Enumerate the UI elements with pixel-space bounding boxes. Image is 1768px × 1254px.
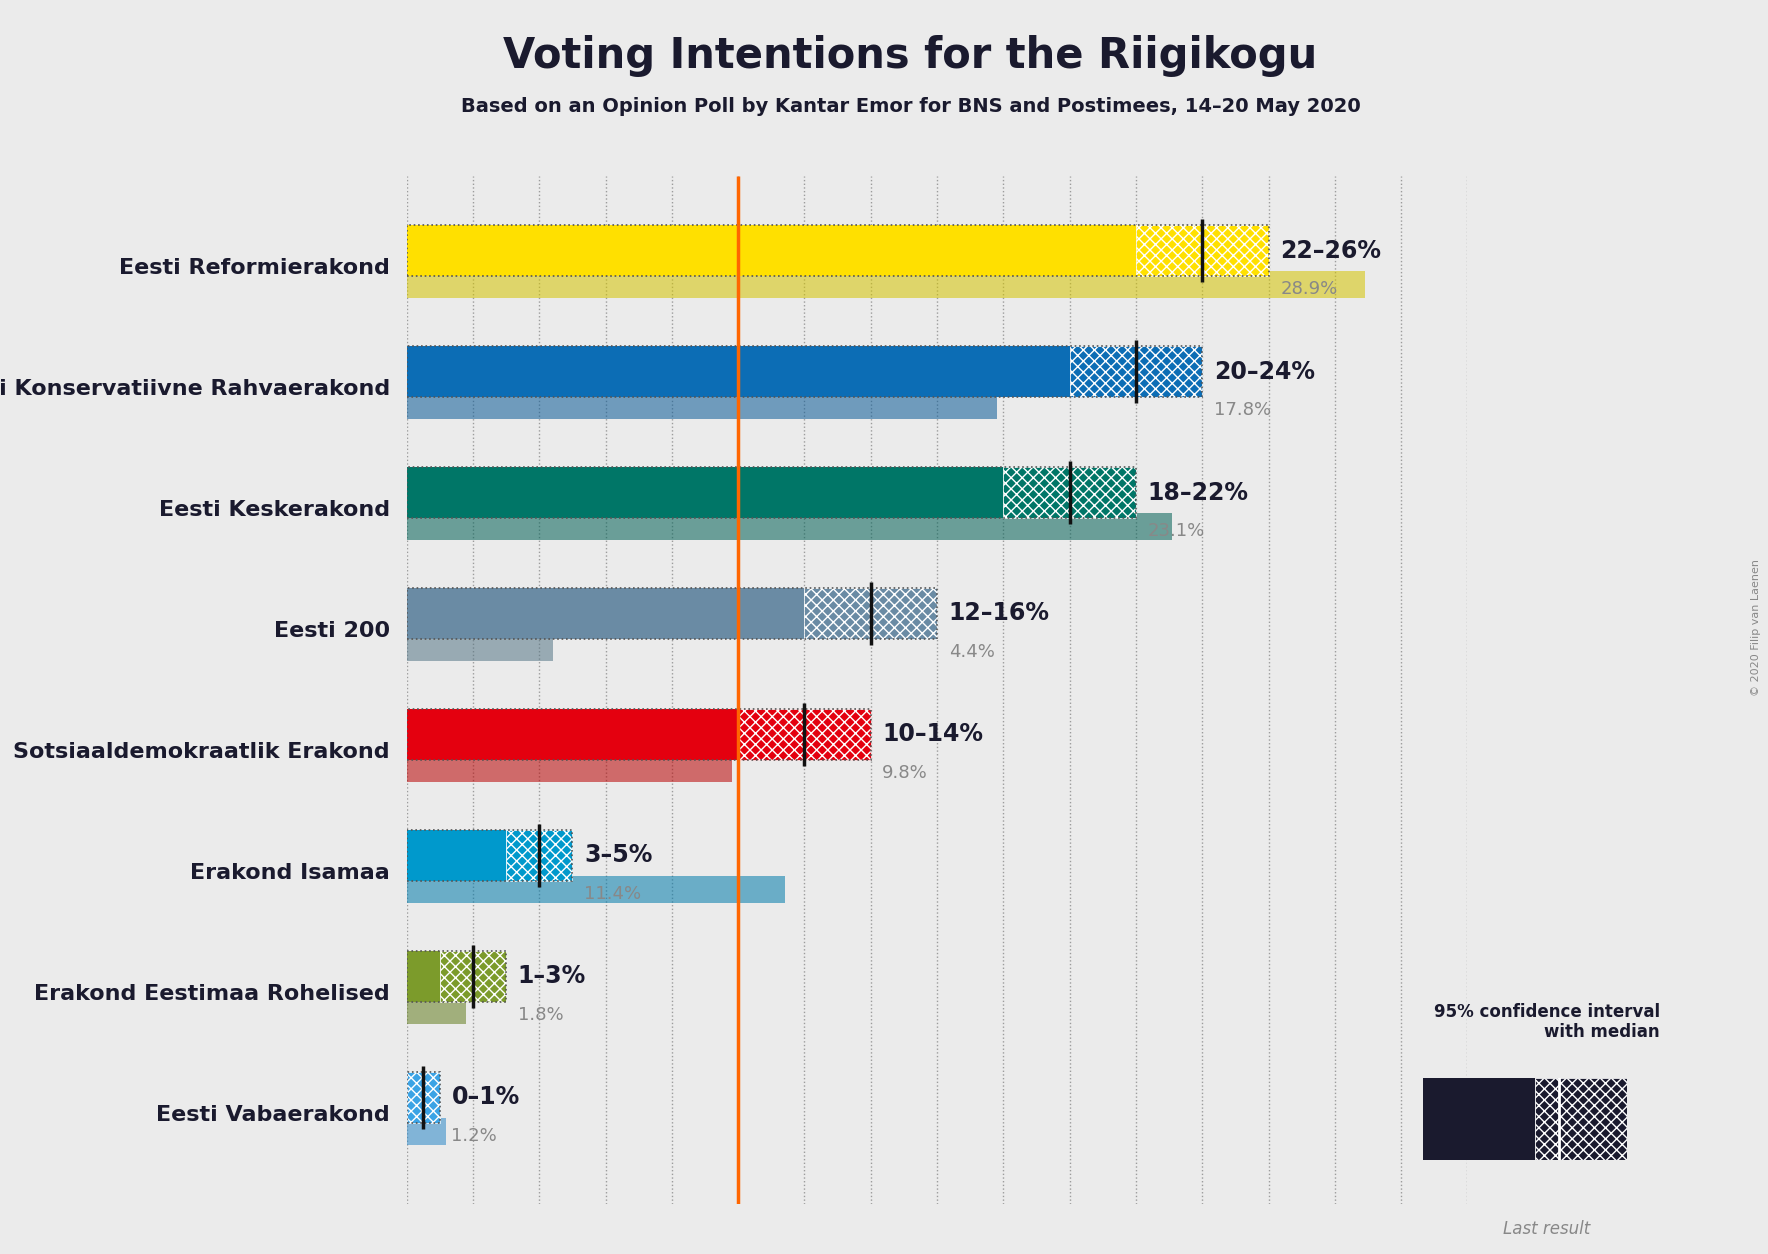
Text: 22–26%: 22–26%	[1280, 238, 1381, 262]
Text: 17.8%: 17.8%	[1215, 401, 1271, 419]
Text: 18–22%: 18–22%	[1147, 480, 1248, 504]
Bar	[407, 393, 997, 419]
Text: 11.4%: 11.4%	[583, 885, 642, 903]
Text: © 2020 Filip van Laenen: © 2020 Filip van Laenen	[1750, 558, 1761, 696]
Text: 95% confidence interval
with median: 95% confidence interval with median	[1434, 1003, 1660, 1041]
Text: Voting Intentions for the Riigikogu: Voting Intentions for the Riigikogu	[504, 35, 1317, 78]
Bar	[407, 755, 732, 781]
Text: 10–14%: 10–14%	[882, 722, 983, 746]
Bar	[407, 1119, 447, 1145]
Bar	[407, 635, 553, 661]
Bar	[407, 997, 467, 1023]
Bar	[407, 466, 1004, 518]
Bar	[804, 588, 937, 638]
Text: 4.4%: 4.4%	[949, 643, 995, 661]
Bar	[407, 588, 804, 638]
Bar	[739, 709, 870, 760]
Bar	[407, 1072, 440, 1122]
Bar	[407, 271, 1365, 297]
Bar	[407, 513, 1172, 539]
Bar	[407, 709, 739, 760]
Bar	[407, 830, 506, 880]
Text: 28.9%: 28.9%	[1280, 281, 1337, 298]
Bar	[1423, 1078, 1535, 1160]
Text: 9.8%: 9.8%	[882, 764, 928, 782]
Bar	[1535, 1078, 1627, 1160]
Text: 20–24%: 20–24%	[1215, 360, 1315, 384]
Bar	[407, 877, 785, 903]
Text: Based on an Opinion Poll by Kantar Emor for BNS and Postimees, 14–20 May 2020: Based on an Opinion Poll by Kantar Emor …	[461, 97, 1360, 117]
Bar	[506, 830, 573, 880]
Text: 1.2%: 1.2%	[451, 1127, 497, 1145]
Text: 1–3%: 1–3%	[518, 964, 585, 988]
Text: 0–1%: 0–1%	[451, 1086, 520, 1110]
Bar	[407, 226, 1135, 276]
Bar	[1135, 226, 1268, 276]
Text: Last result: Last result	[1503, 1220, 1591, 1238]
Bar	[407, 346, 1070, 398]
Text: 23.1%: 23.1%	[1147, 522, 1204, 540]
Bar	[407, 951, 440, 1002]
Bar	[440, 951, 506, 1002]
Text: 12–16%: 12–16%	[949, 602, 1050, 626]
Bar	[1070, 346, 1202, 398]
Bar	[1004, 466, 1135, 518]
Text: 1.8%: 1.8%	[518, 1006, 564, 1025]
Text: 3–5%: 3–5%	[583, 844, 652, 868]
